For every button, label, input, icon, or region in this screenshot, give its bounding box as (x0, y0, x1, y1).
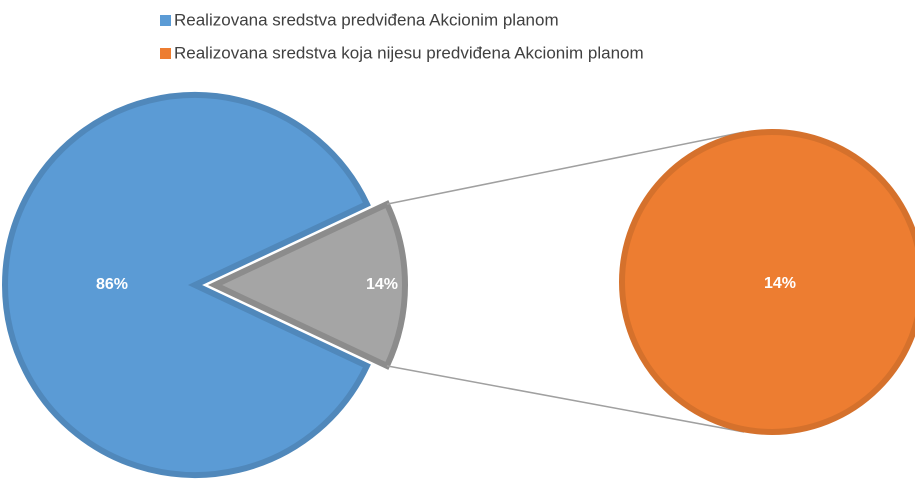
connector (386, 365, 745, 433)
data-label: 14% (764, 275, 796, 292)
pie-slice (2, 92, 371, 478)
pie-slice (207, 200, 408, 370)
legend-swatch (160, 48, 171, 59)
legend-swatch (160, 15, 171, 26)
data-label: 86% (96, 276, 128, 293)
secondary-pie-slice (619, 129, 915, 435)
connector (386, 131, 745, 205)
legend-label: Realizovana sredstva koja nijesu predviđ… (174, 43, 644, 62)
data-label: 14% (366, 276, 398, 293)
legend-label: Realizovana sredstva predviđena Akcionim… (174, 10, 559, 29)
